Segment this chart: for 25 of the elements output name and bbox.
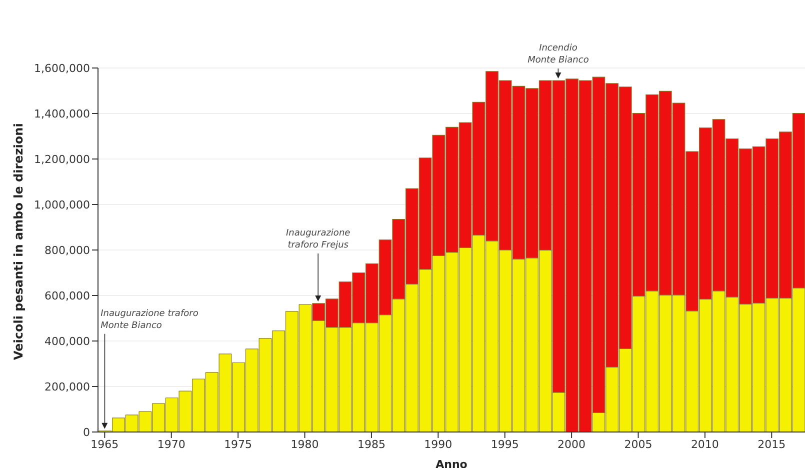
x-tick-label: 2010 [690,438,719,451]
x-tick-label: 1980 [290,438,319,451]
y-tick-label: 0 [83,426,90,439]
x-tick-label: 1975 [224,438,252,451]
x-tick-label: 1970 [157,438,186,451]
x-tick-label: 1990 [424,438,452,451]
x-tick-label: 2015 [758,438,786,451]
y-tick-label: 600,000 [44,289,90,302]
y-tick-label: 1,000,000 [34,198,90,212]
y-tick-label: 800,000 [44,244,90,257]
x-axis-title: Anno [436,458,468,468]
x-tick-label: 1985 [357,438,386,451]
y-tick-label: 1,200,000 [34,152,90,166]
y-tick-label: 1,400,000 [34,107,90,120]
x-tick-label: 2005 [624,438,652,451]
annotation: Inaugurazione traforo Frejus [286,228,351,250]
y-tick-label: 200,000 [44,380,90,394]
annotation: Incendio Monte Bianco [528,44,590,66]
x-tick-label: 2000 [558,438,586,451]
annotation: Inaugurazione traforo Monte Bianco [100,308,199,331]
y-tick-label: 1,600,000 [34,62,90,75]
x-tick-label: 1965 [90,438,119,451]
y-axis-title: Veicoli pesanti in ambo le direzioni [11,123,26,360]
x-tick-label: 1995 [490,438,519,451]
y-tick-label: 400,000 [44,334,90,348]
